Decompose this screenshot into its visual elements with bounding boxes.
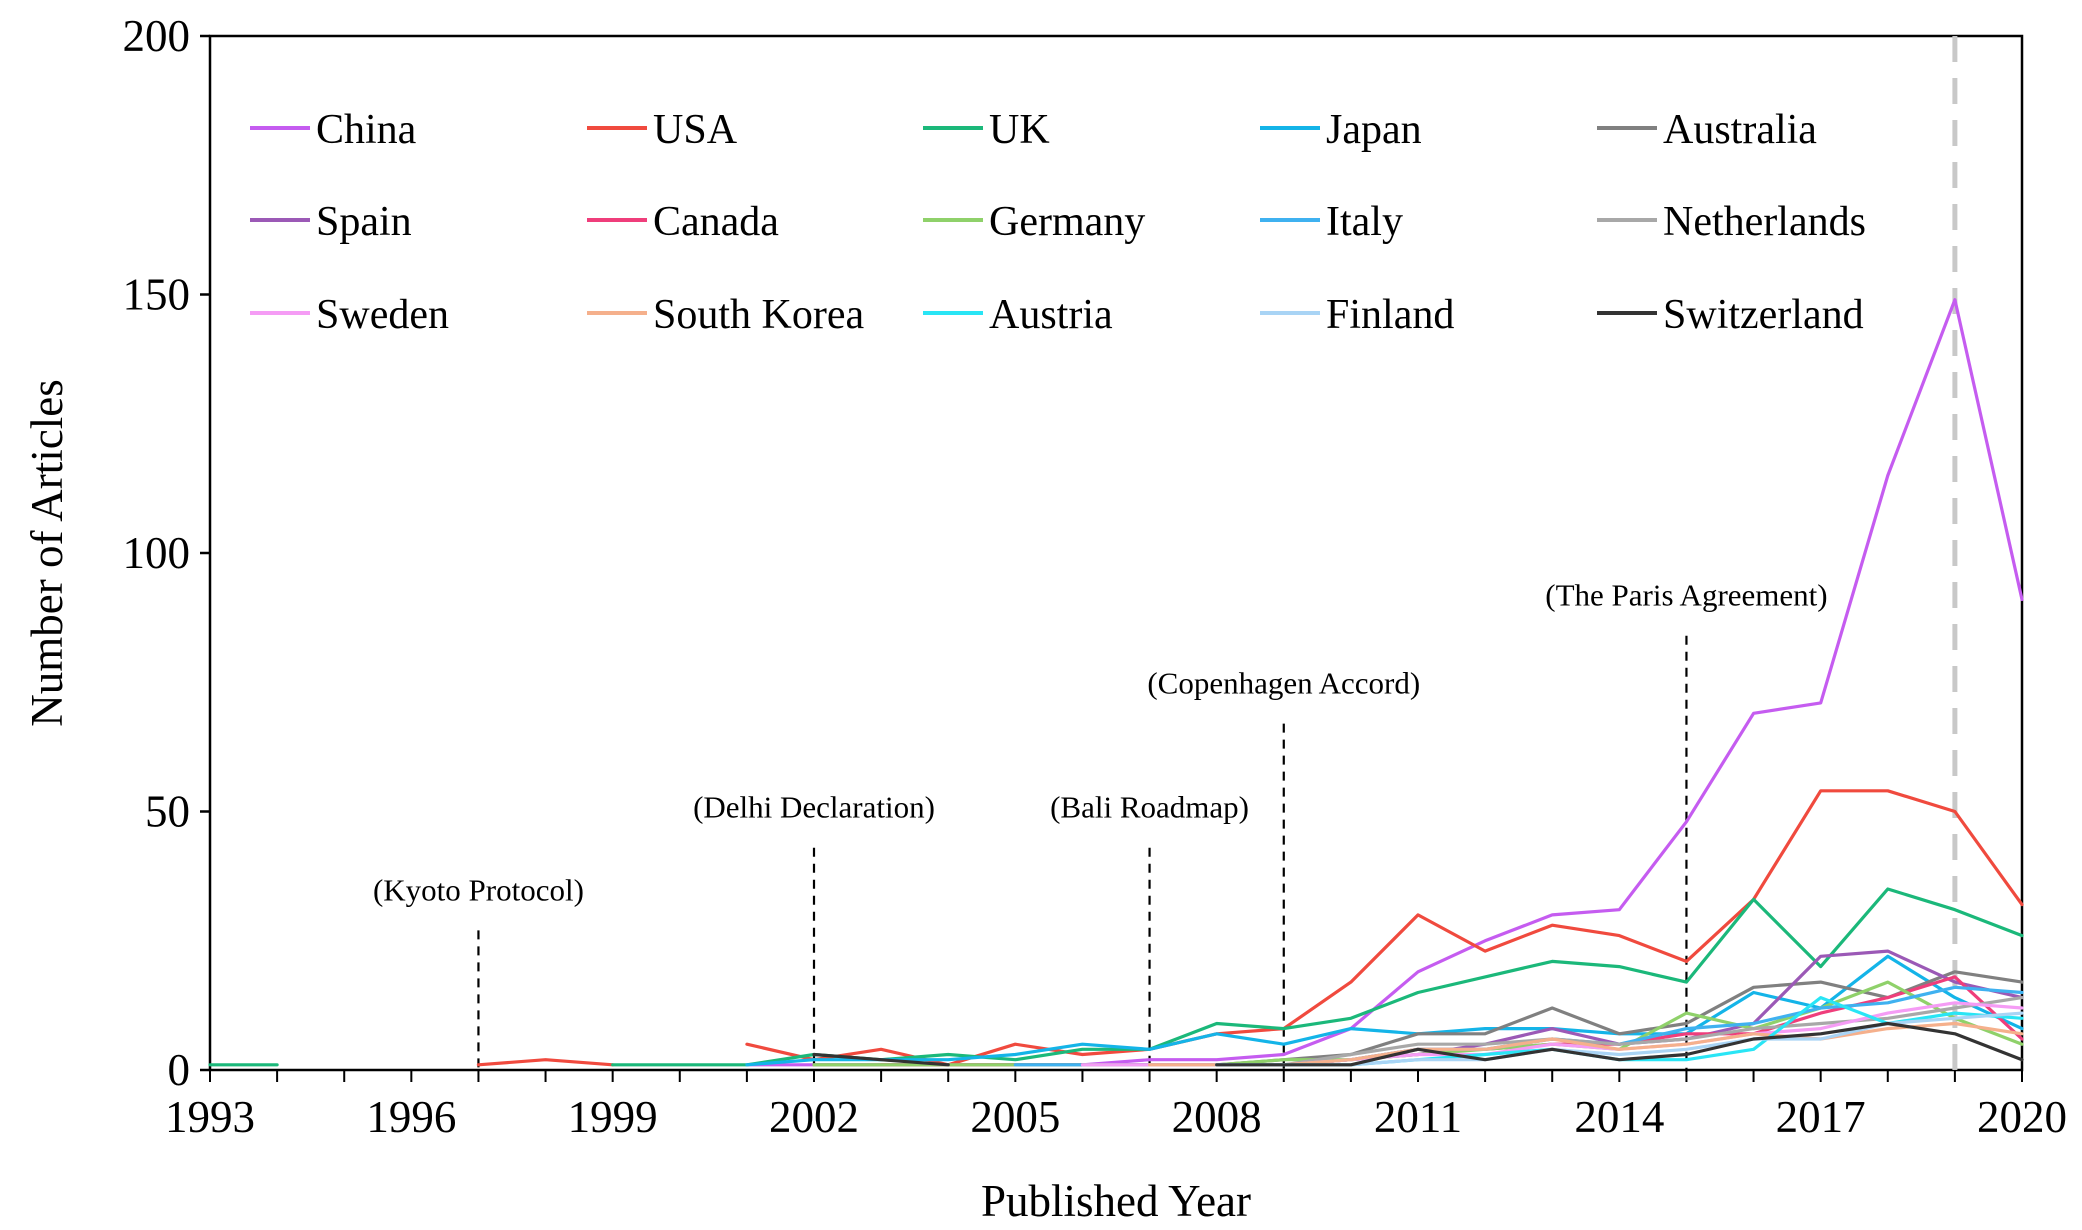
legend-item: Japan <box>1260 107 1422 153</box>
legend-item: USA <box>587 107 738 153</box>
y-axis-title: Number of Articles <box>22 379 72 726</box>
x-tick-label: 2008 <box>1172 1092 1262 1142</box>
legend-item: Germany <box>923 199 1145 245</box>
legend-label: South Korea <box>653 292 864 338</box>
x-axis: 1993 1996 1999 2002 2005 2008 2011 2014 2017 2020 <box>165 1070 2067 1142</box>
legend-label: Austria <box>989 292 1113 338</box>
legend-item: South Korea <box>587 292 864 338</box>
legend-item: Australia <box>1597 107 1817 153</box>
series-line-segment <box>812 1052 950 1067</box>
legend-label: Canada <box>653 199 779 245</box>
series-line-segment <box>1215 1021 2024 1067</box>
legend-item: Spain <box>250 199 412 245</box>
y-tick-label: 100 <box>123 528 191 578</box>
plot-frame <box>208 34 2024 1072</box>
legend-label: Finland <box>1326 292 1454 338</box>
x-tick-label: 2020 <box>1977 1092 2067 1142</box>
annotation-label: (Copenhagen Accord) <box>1147 666 1420 701</box>
x-tick-label: 2014 <box>1574 1092 1664 1142</box>
y-tick-label: 150 <box>123 270 191 320</box>
series-switzerland <box>812 1021 2024 1067</box>
legend-label: Australia <box>1663 107 1817 153</box>
x-tick-label: 2011 <box>1374 1092 1462 1142</box>
legend-label: Switzerland <box>1663 292 1864 338</box>
y-tick-label: 50 <box>145 787 190 837</box>
x-tick-label: 1999 <box>568 1092 658 1142</box>
x-axis-title: Published Year <box>981 1176 1251 1226</box>
x-tick-label: 2002 <box>769 1092 859 1142</box>
legend-item: Netherlands <box>1597 199 1866 245</box>
legend-item: Switzerland <box>1597 292 1864 338</box>
legend-label: China <box>316 107 417 153</box>
annotations: (Kyoto Protocol) (Delhi Declaration) (Bali… <box>373 578 1828 1070</box>
x-tick-label: 2017 <box>1776 1092 1866 1142</box>
x-tick-label: 2005 <box>970 1092 1060 1142</box>
legend-label: Germany <box>989 199 1145 245</box>
series-line-segment <box>745 789 2024 1067</box>
legend-label: Japan <box>1326 107 1422 153</box>
legend-item: Italy <box>1260 199 1403 245</box>
annotation-label: (Kyoto Protocol) <box>373 872 584 907</box>
legend-item: Finland <box>1260 292 1454 338</box>
x-tick-label: 1993 <box>165 1092 255 1142</box>
legend-item: Austria <box>923 292 1113 338</box>
series-usa <box>476 789 2024 1067</box>
legend-label: Netherlands <box>1663 199 1866 245</box>
legend-item: Canada <box>587 199 779 245</box>
legend: China USA UK Japan Australia Spain Canada Germa… <box>250 107 1866 338</box>
y-axis: 0 50 100 150 200 <box>123 11 210 1095</box>
annotation-label: (The Paris Agreement) <box>1545 578 1827 613</box>
y-tick-label: 200 <box>123 11 191 61</box>
y-tick-label: 0 <box>168 1045 191 1095</box>
legend-label: USA <box>653 107 738 153</box>
legend-item: UK <box>923 107 1050 153</box>
legend-item: China <box>250 107 417 153</box>
series-lines <box>208 298 2024 1067</box>
legend-label: Sweden <box>316 292 449 338</box>
annotation-label: (Bali Roadmap) <box>1050 790 1249 825</box>
annotation-label: (Delhi Declaration) <box>693 790 935 825</box>
series-line-segment <box>476 1058 615 1067</box>
legend-label: UK <box>989 107 1050 153</box>
legend-item: Sweden <box>250 292 449 338</box>
x-tick-label: 1996 <box>366 1092 456 1142</box>
legend-label: Spain <box>316 199 412 245</box>
legend-label: Italy <box>1326 199 1403 245</box>
